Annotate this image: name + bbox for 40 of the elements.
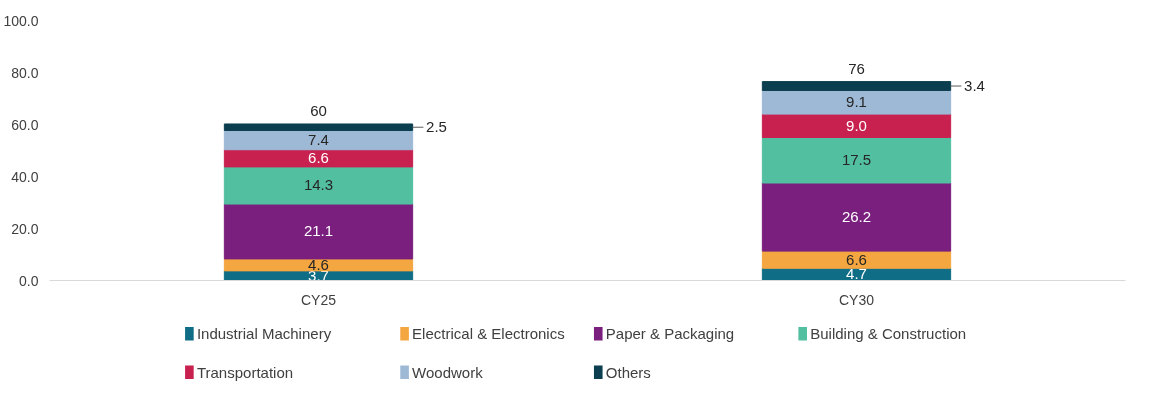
data-label: 9.1 [846,93,867,111]
y-tick-label: 60.0 [11,116,39,133]
data-label: 7.4 [308,131,329,149]
legend-label: Transportation [196,363,294,381]
bar [223,129,414,151]
data-label: 17.5 [841,151,872,169]
bar [223,166,414,205]
x-tick-label: CY30 [838,291,875,308]
bar [761,113,952,138]
bar [761,182,952,252]
data-label: 2.5 [426,118,447,136]
bar [761,137,952,184]
data-label: 4.7 [846,265,867,283]
legend-label: Paper & Packaging [605,325,735,343]
bar [223,203,414,260]
total-label: 76 [848,59,865,77]
bar [761,81,952,91]
y-tick-label: 100.0 [3,12,39,29]
y-tick-label: 80.0 [11,64,39,81]
data-label: 3.4 [964,77,985,95]
legend-label: Woodwork [412,363,484,381]
legend-label: Industrial Machinery [196,325,332,343]
data-label: 21.1 [303,222,334,240]
bar [761,89,952,115]
data-label: 9.0 [846,116,867,134]
y-tick-label: 20.0 [11,220,39,237]
data-label: 14.3 [303,176,334,194]
total-label: 60 [310,102,327,120]
bar [223,123,414,131]
legend-label: Electrical & Electronics [412,325,565,343]
x-tick-label: CY25 [300,291,337,308]
bar [223,149,414,168]
legend-label: Building & Construction [810,325,967,343]
y-tick-label: 40.0 [11,168,39,185]
y-tick-label: 0.0 [19,272,39,289]
data-label: 6.6 [308,149,329,167]
data-label: 26.2 [841,208,872,226]
data-label: 6.6 [846,250,867,268]
bar [761,250,952,269]
legend-label: Others [605,363,651,381]
